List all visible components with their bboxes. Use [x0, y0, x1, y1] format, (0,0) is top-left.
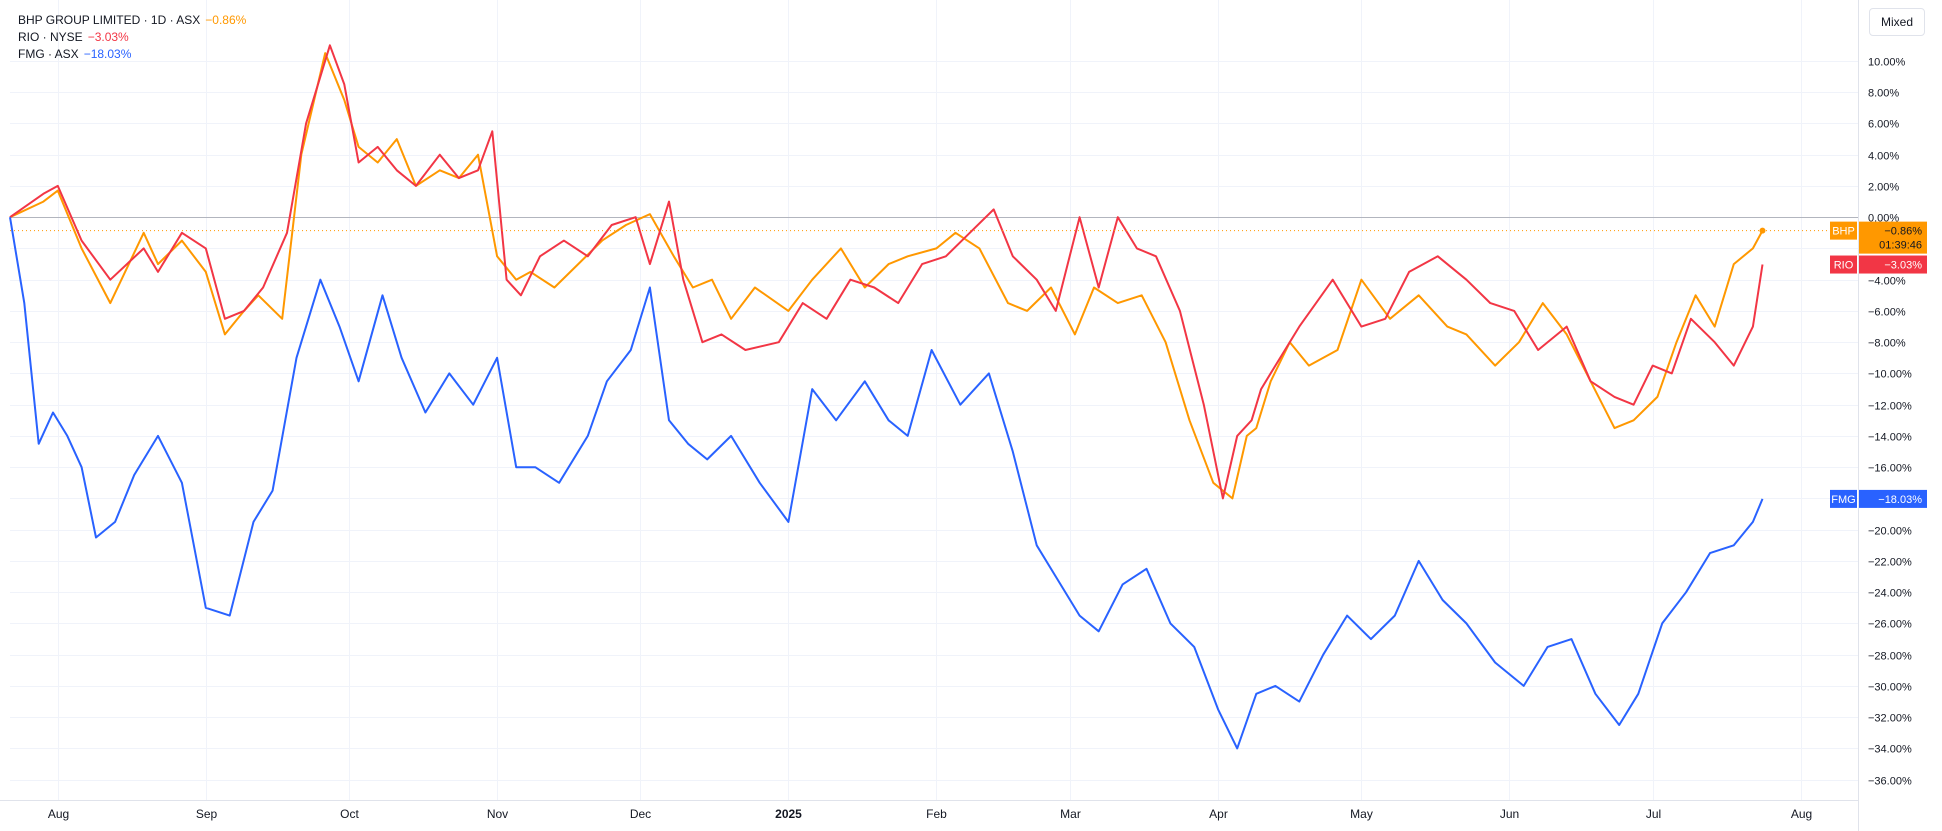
- y-tick-label: −34.00%: [1868, 744, 1912, 756]
- end-tag-fmg: [1830, 489, 1857, 508]
- x-tick-label: 2025: [775, 807, 802, 821]
- x-tick-label: Oct: [340, 807, 359, 821]
- end-value-bhp: −0.86%: [1884, 226, 1922, 238]
- grid-lines: [10, 0, 1858, 800]
- y-tick-label: −22.00%: [1868, 557, 1912, 569]
- end-tag-name-fmg: FMG: [1831, 494, 1855, 506]
- end-tag-name-bhp: BHP: [1832, 226, 1855, 238]
- end-tag-bhp: [1830, 221, 1857, 240]
- y-tick-label: −16.00%: [1868, 463, 1912, 475]
- end-value-box-rio: [1859, 255, 1927, 274]
- y-tick-label: 2.00%: [1868, 182, 1899, 194]
- bhp-last-point: [1759, 227, 1766, 234]
- x-tick-label: Aug: [1791, 807, 1812, 821]
- last-value-labels: BHP −0.86% 01:39:46 RIO −3.03% FMG −18.03%: [1830, 221, 1927, 508]
- x-tick-label: May: [1350, 807, 1373, 821]
- y-tick-label: −36.00%: [1868, 776, 1912, 788]
- x-tick-label: Aug: [48, 807, 69, 821]
- x-tick-label: Jun: [1500, 807, 1519, 821]
- x-tick-label: Jul: [1646, 807, 1661, 821]
- end-value-rio: −3.03%: [1884, 260, 1922, 272]
- chart-legend: BHP GROUP LIMITED · 1D · ASX −0.86% RIO ·…: [18, 12, 246, 63]
- y-tick-label: −30.00%: [1868, 682, 1912, 694]
- end-value-box-fmg: [1859, 489, 1927, 508]
- x-tick-label: Feb: [926, 807, 947, 821]
- end-value-box-bhp: [1859, 221, 1927, 254]
- series-line-fmg[interactable]: [9, 217, 1764, 750]
- series-lines: [9, 44, 1858, 750]
- x-tick-label: Mar: [1060, 807, 1081, 821]
- legend-row-rio[interactable]: RIO · NYSE −3.03%: [18, 29, 246, 46]
- legend-rio-label: RIO · NYSE: [18, 30, 83, 44]
- y-tick-label: −8.00%: [1868, 338, 1906, 350]
- end-tag-rio: [1830, 255, 1857, 274]
- y-tick-label: −4.00%: [1868, 276, 1906, 288]
- y-tick-label: 6.00%: [1868, 119, 1899, 131]
- legend-fmg-change: −18.03%: [83, 47, 132, 61]
- y-tick-label: −26.00%: [1868, 619, 1912, 631]
- y-tick-label: 4.00%: [1868, 151, 1899, 163]
- y-tick-label: −20.00%: [1868, 526, 1912, 538]
- legend-row-fmg[interactable]: FMG · ASX −18.03%: [18, 46, 246, 63]
- x-tick-label: Dec: [630, 807, 651, 821]
- x-tick-label: Apr: [1209, 807, 1228, 821]
- y-tick-label: −32.00%: [1868, 713, 1912, 725]
- end-value-fmg: −18.03%: [1878, 494, 1922, 506]
- legend-bhp-change: −0.86%: [205, 13, 247, 27]
- series-line-rio[interactable]: [9, 44, 1764, 500]
- time-axis[interactable]: Aug Sep Oct Nov Dec 2025 Feb Mar Apr May Jun Jul Aug: [48, 807, 1812, 821]
- y-tick-label: −24.00%: [1868, 588, 1912, 600]
- bar-countdown: 01:39:46: [1879, 240, 1922, 252]
- y-tick-label: 8.00%: [1868, 88, 1899, 100]
- end-tag-name-rio: RIO: [1834, 260, 1854, 272]
- x-tick-label: Nov: [487, 807, 508, 821]
- y-tick-label: −28.00%: [1868, 651, 1912, 663]
- legend-rio-change: −3.03%: [87, 30, 129, 44]
- y-tick-label: 10.00%: [1868, 57, 1906, 69]
- y-tick-label: −10.00%: [1868, 369, 1912, 381]
- y-tick-label: 0.00%: [1868, 213, 1899, 225]
- y-tick-label: −14.00%: [1868, 432, 1912, 444]
- y-tick-label: −12.00%: [1868, 401, 1912, 413]
- legend-row-bhp[interactable]: BHP GROUP LIMITED · 1D · ASX −0.86%: [18, 12, 246, 29]
- y-tick-label: −6.00%: [1868, 307, 1906, 319]
- legend-fmg-label: FMG · ASX: [18, 47, 79, 61]
- scale-mode-button[interactable]: Mixed: [1869, 8, 1925, 36]
- price-axis[interactable]: 10.00%8.00%6.00%4.00%2.00%0.00%−2.00%−4.…: [1868, 57, 1912, 788]
- legend-bhp-label: BHP GROUP LIMITED · 1D · ASX: [18, 13, 201, 27]
- series-line-bhp[interactable]: [9, 52, 1764, 500]
- x-tick-label: Sep: [196, 807, 218, 821]
